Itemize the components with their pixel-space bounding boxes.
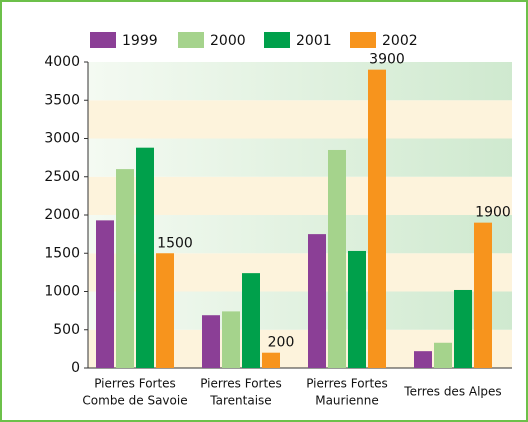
x-tick-label: Pierres Fortes: [306, 377, 388, 391]
bar: [434, 342, 452, 368]
band: [88, 176, 512, 215]
legend-label: 1999: [122, 33, 158, 49]
data-label: 3900: [369, 52, 405, 68]
bar: [474, 222, 492, 368]
x-tick-label: Combe de Savoie: [82, 394, 187, 408]
x-tick-label: Maurienne: [315, 394, 379, 408]
data-label: 1500: [157, 235, 193, 251]
x-tick-label: Tarentaise: [209, 394, 271, 408]
legend-swatch: [90, 32, 116, 48]
bar: [96, 220, 114, 368]
y-tick-label: 3000: [44, 131, 80, 147]
bar: [116, 169, 134, 368]
legend-swatch: [178, 32, 204, 48]
bar: [136, 147, 154, 368]
legend-label: 2001: [296, 33, 332, 49]
y-tick-label: 2000: [44, 207, 80, 223]
bar: [348, 250, 366, 368]
y-tick-label: 1000: [44, 284, 80, 300]
y-tick-label: 1500: [44, 245, 80, 261]
bar: [202, 315, 220, 368]
band: [88, 62, 512, 101]
data-label: 200: [268, 335, 295, 351]
bar: [242, 273, 260, 368]
y-tick-label: 3500: [44, 92, 80, 108]
band: [88, 215, 512, 254]
y-tick-label: 0: [71, 360, 80, 376]
bar: [328, 149, 346, 368]
bar: [308, 234, 326, 368]
bar: [414, 351, 432, 368]
y-tick-label: 4000: [44, 54, 80, 70]
legend-swatch: [264, 32, 290, 48]
legend-label: 2000: [210, 33, 246, 49]
y-tick-label: 2500: [44, 169, 80, 185]
band: [88, 100, 512, 139]
legend-label: 2002: [382, 33, 418, 49]
bar: [262, 352, 280, 368]
bar: [368, 69, 386, 369]
x-tick-label: Terres des Alpes: [403, 385, 501, 399]
bar: [156, 253, 174, 368]
bar: [222, 311, 240, 368]
x-tick-label: Pierres Fortes: [94, 377, 176, 391]
data-label: 1900: [475, 205, 511, 221]
band: [88, 138, 512, 177]
y-tick-label: 500: [53, 322, 80, 338]
bar: [454, 289, 472, 368]
x-tick-label: Pierres Fortes: [200, 377, 282, 391]
legend-swatch: [350, 32, 376, 48]
